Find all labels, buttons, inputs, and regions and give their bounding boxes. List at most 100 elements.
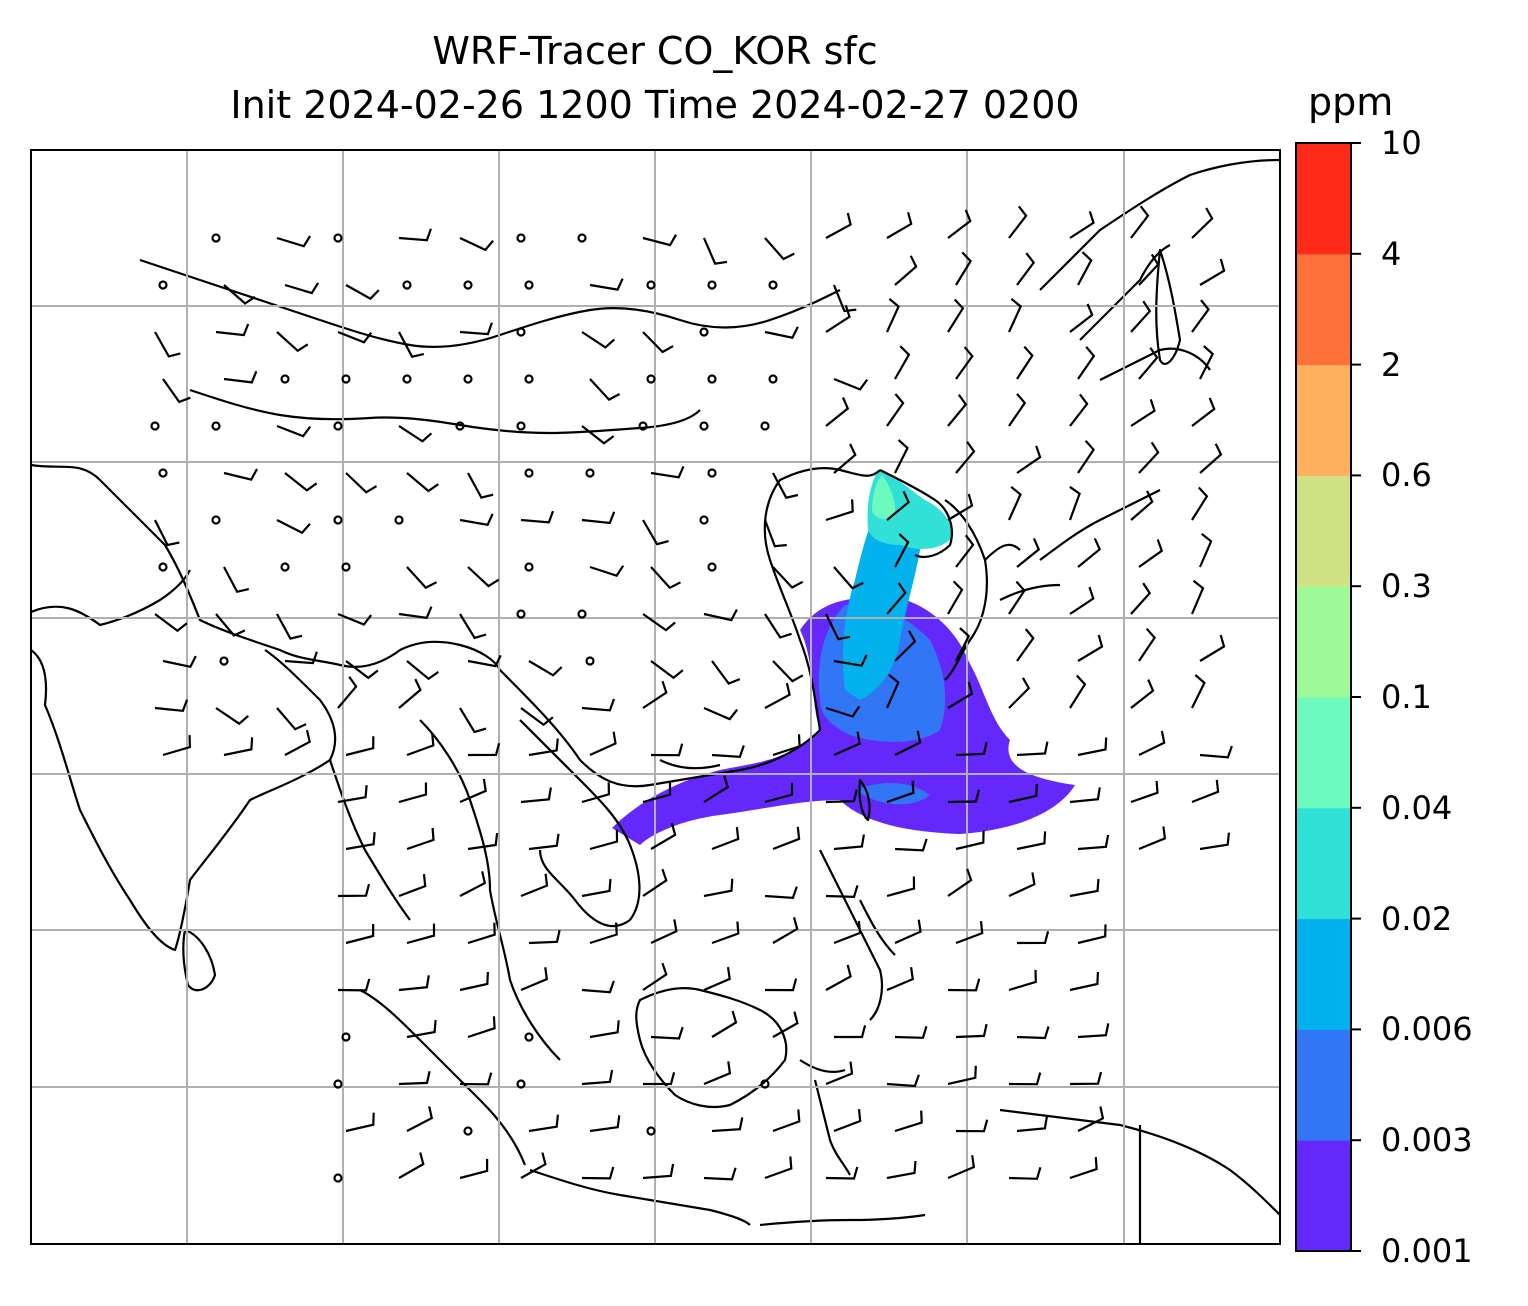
wind-barb xyxy=(1191,779,1220,804)
wind-barb xyxy=(833,920,862,945)
calm-wind-marker xyxy=(463,1126,473,1136)
wind-barb xyxy=(772,1011,799,1038)
wind-barb xyxy=(955,534,975,568)
coastline-india xyxy=(31,569,337,952)
wind-barb xyxy=(886,393,905,427)
wind-barb xyxy=(1198,532,1213,568)
wind-barb xyxy=(467,1016,496,1039)
wind-barb xyxy=(589,378,621,401)
wind-barbs xyxy=(150,205,1233,1183)
wind-barb xyxy=(528,660,563,677)
wind-barb xyxy=(459,778,487,804)
wind-barb xyxy=(581,782,611,804)
calm-wind-marker xyxy=(280,374,290,384)
wind-barb xyxy=(886,876,916,898)
wind-barb xyxy=(337,883,371,898)
wind-barb xyxy=(825,305,851,333)
wind-barb xyxy=(345,923,375,945)
wind-barb xyxy=(886,1160,917,1180)
coastline-japan xyxy=(999,347,1211,601)
wind-barb xyxy=(1130,490,1154,521)
wind-barb xyxy=(520,510,555,524)
wind-barb xyxy=(406,660,440,681)
wind-barb xyxy=(467,743,501,757)
wind-barb xyxy=(398,228,432,242)
wind-barb xyxy=(772,472,799,499)
wind-barb xyxy=(1138,627,1156,662)
wind-barb xyxy=(1191,397,1216,427)
wind-barb xyxy=(886,780,915,804)
colorbar-tick-label: 0.3 xyxy=(1381,567,1432,606)
wind-barb xyxy=(825,613,851,641)
wind-barb xyxy=(833,834,865,851)
wind-barb xyxy=(764,782,794,804)
wind-barb xyxy=(406,1106,434,1132)
wind-barb xyxy=(955,441,976,474)
wind-barb xyxy=(459,513,494,527)
wind-barb xyxy=(1016,445,1042,474)
calm-wind-marker xyxy=(333,515,343,525)
wind-barb xyxy=(459,613,487,640)
wind-barb xyxy=(1138,347,1159,380)
wind-barb xyxy=(398,678,422,709)
wind-barb xyxy=(886,1074,920,1088)
wind-barb xyxy=(467,654,502,668)
wind-barb xyxy=(398,331,425,358)
colorbar-segment xyxy=(1296,586,1351,698)
wind-barb xyxy=(886,212,913,239)
wind-barb xyxy=(650,919,678,944)
wind-barb xyxy=(589,565,625,578)
wind-barb xyxy=(764,886,798,900)
calm-wind-marker xyxy=(577,233,587,243)
wind-barb xyxy=(702,237,728,265)
wind-barb xyxy=(1068,485,1081,521)
wind-barb xyxy=(947,1155,976,1180)
wind-barb xyxy=(581,698,616,712)
wind-barb xyxy=(955,346,974,380)
wind-barb xyxy=(772,826,801,851)
wind-barb xyxy=(345,472,378,494)
wind-barb xyxy=(764,326,799,339)
wind-barb xyxy=(886,582,907,615)
colorbar-tick-label: 4 xyxy=(1381,234,1402,273)
wind-barb xyxy=(337,785,368,804)
wind-barb xyxy=(1130,582,1152,615)
wind-barb xyxy=(1191,207,1214,239)
wind-barb xyxy=(711,745,745,759)
calm-wind-marker xyxy=(158,280,168,290)
wind-barb xyxy=(1130,205,1150,239)
wind-barb xyxy=(1008,580,1026,615)
wind-barb xyxy=(703,608,738,622)
wind-barb xyxy=(459,971,489,992)
wind-barb xyxy=(162,378,191,404)
wind-barb xyxy=(467,832,499,851)
wind-barb xyxy=(955,1119,989,1133)
wind-barb xyxy=(581,511,616,525)
wind-barb xyxy=(215,707,250,726)
calm-wind-marker xyxy=(211,233,221,243)
wind-barb xyxy=(1130,300,1152,333)
wind-barb xyxy=(406,1020,437,1039)
wind-barb xyxy=(1007,486,1022,521)
calm-wind-marker xyxy=(516,1079,526,1089)
wind-barb xyxy=(1191,299,1210,333)
wind-barb xyxy=(581,425,615,445)
colorbar-tick-label: 0.003 xyxy=(1381,1121,1473,1160)
wind-barb xyxy=(894,1025,928,1039)
wind-barb xyxy=(1016,1116,1048,1133)
colorbar-unit-label: ppm xyxy=(1308,80,1394,124)
coastline-srilanka xyxy=(182,928,217,992)
wind-barb xyxy=(520,1152,547,1179)
wind-barb xyxy=(703,1167,737,1181)
border-china-north xyxy=(189,388,701,435)
wind-barb xyxy=(345,660,379,680)
calm-wind-marker xyxy=(333,233,343,243)
coastline-taiwan xyxy=(858,778,871,822)
wind-barb xyxy=(703,966,731,992)
wind-barb xyxy=(947,1065,977,1086)
wind-barb xyxy=(947,868,973,897)
wind-barb xyxy=(398,1152,425,1179)
wind-barb xyxy=(1077,634,1104,662)
wind-barb xyxy=(406,566,438,590)
